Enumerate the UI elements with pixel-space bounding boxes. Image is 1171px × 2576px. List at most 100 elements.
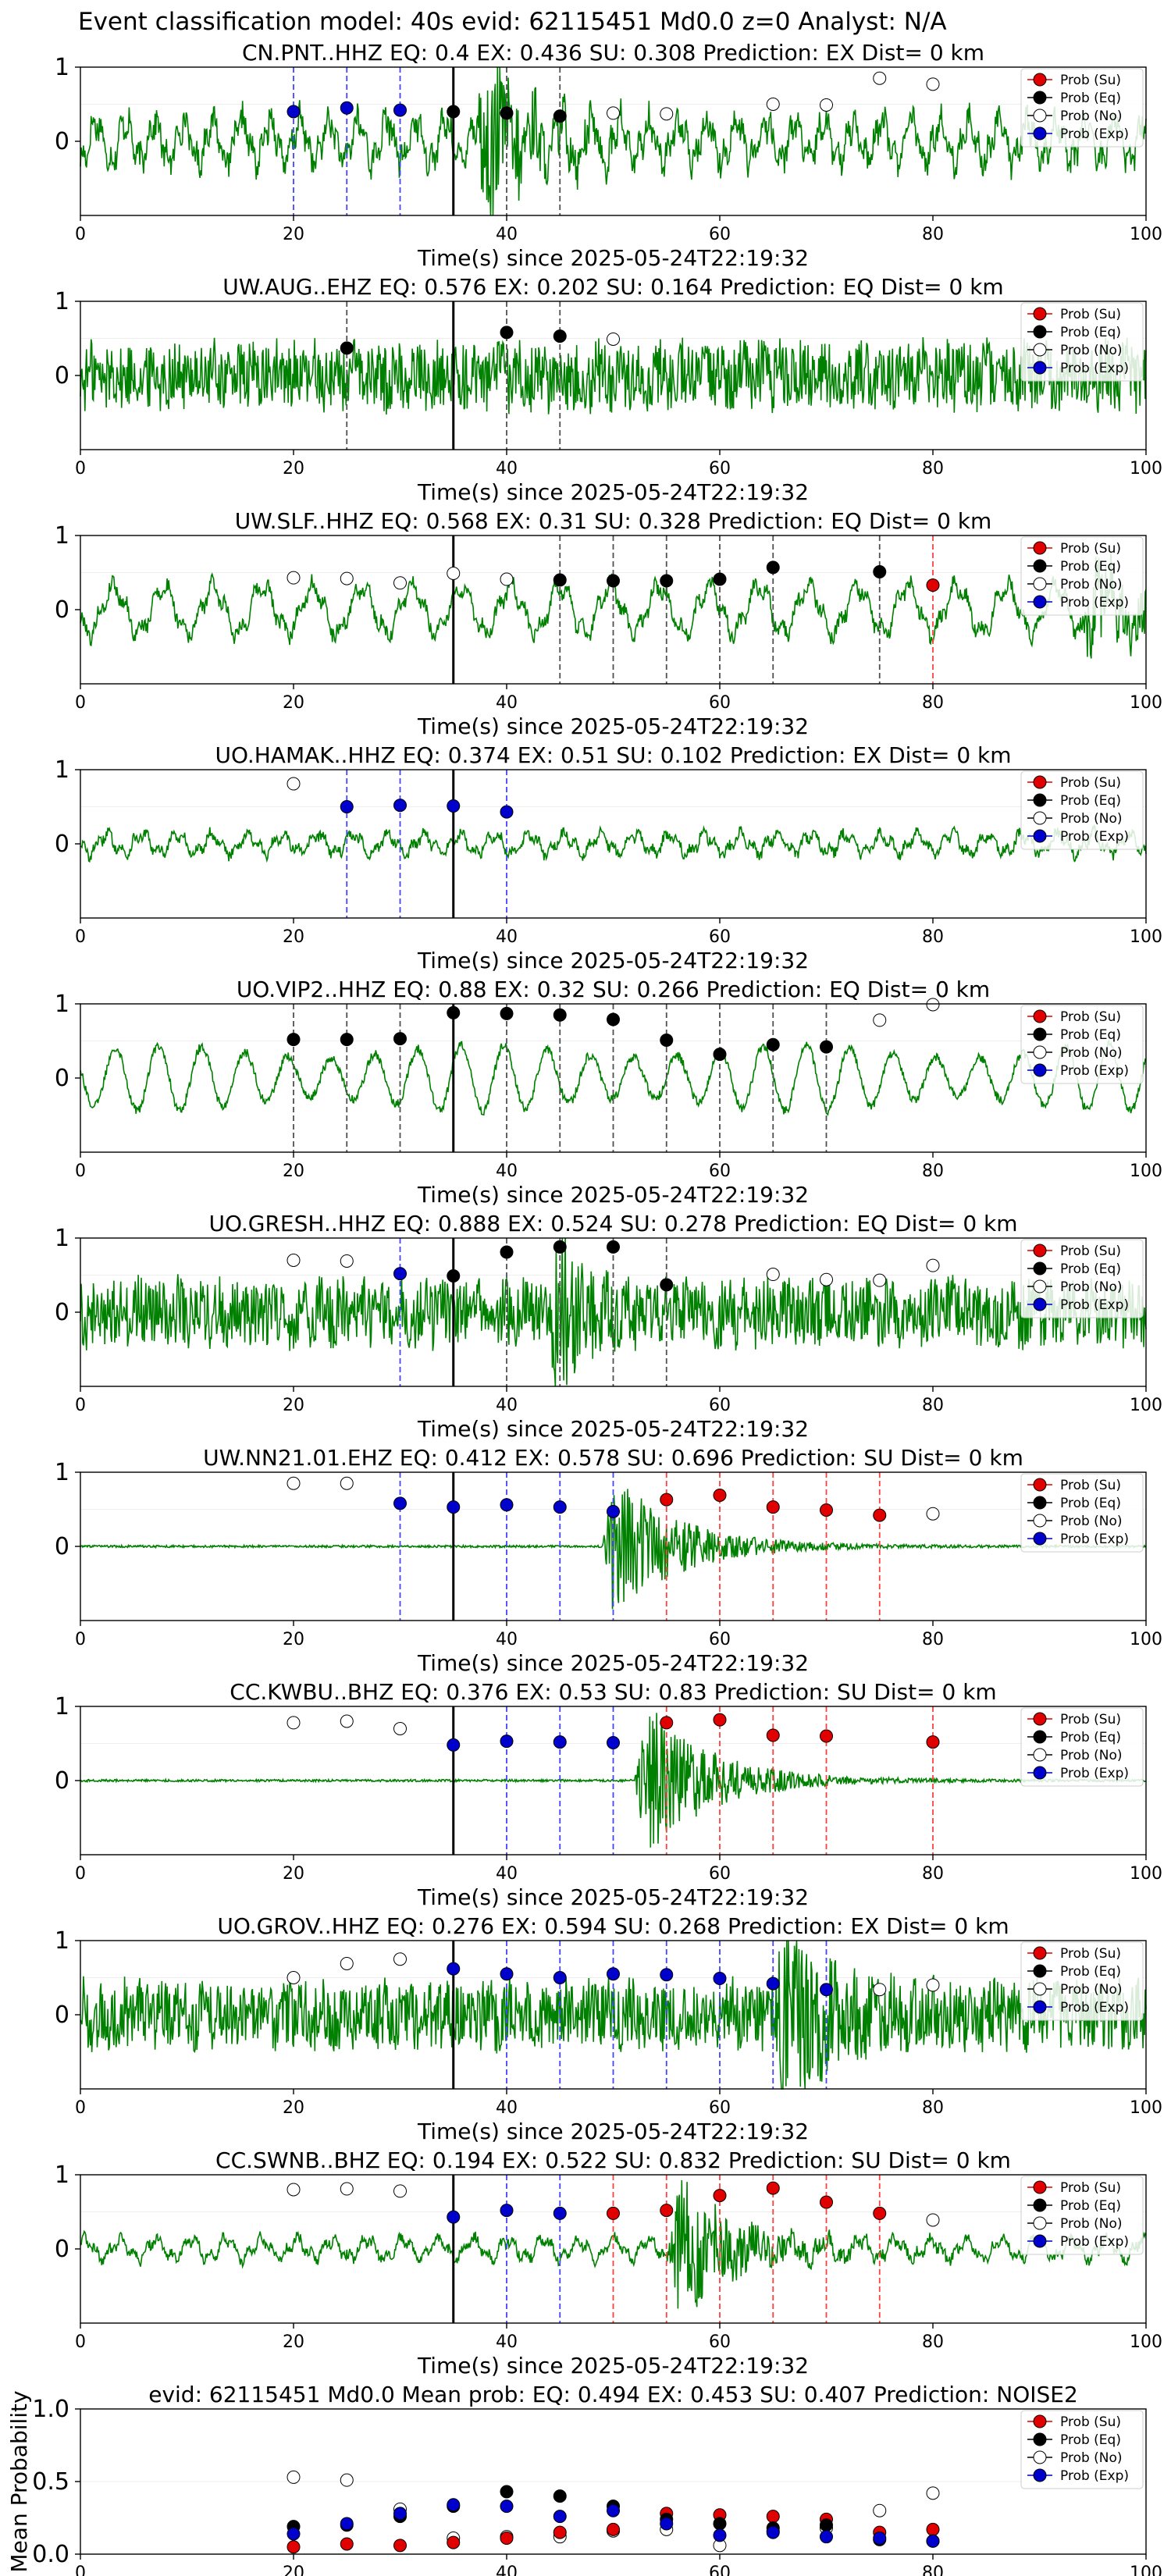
legend-label-su: Prob (Su) <box>1060 73 1121 88</box>
mean-point-exp <box>926 2534 940 2548</box>
prob-point-exp <box>607 1736 620 1750</box>
prob-point-eq <box>500 1245 514 1259</box>
legend-label-eq: Prob (Eq) <box>1060 793 1121 809</box>
legend-label-no: Prob (No) <box>1060 1982 1123 1998</box>
prob-point-su <box>820 1729 833 1743</box>
prob-point-su <box>766 2181 780 2195</box>
prob-point-no <box>340 1714 354 1728</box>
waveform-trace <box>80 66 1147 216</box>
x-tick-label: 40 <box>496 927 518 947</box>
x-axis-label: Time(s) since 2025-05-24T22:19:32 <box>417 2119 809 2144</box>
prob-point-eq <box>447 105 461 119</box>
prob-point-no <box>393 1722 407 1735</box>
x-tick-label: 40 <box>496 1396 518 1415</box>
y-axis-label: Mean Probability <box>6 2390 32 2572</box>
y-tick-label: 1 <box>55 522 69 550</box>
panel-title: CN.PNT..HHZ EQ: 0.4 EX: 0.436 SU: 0.308 … <box>242 40 984 66</box>
legend-marker-su <box>1033 1946 1047 1960</box>
legend-label-su: Prob (Su) <box>1060 1244 1121 1259</box>
mean-point-no <box>340 2473 354 2487</box>
x-tick-label: 100 <box>1130 927 1162 947</box>
y-tick-label: 0 <box>55 128 69 155</box>
prob-point-su <box>926 1735 940 1749</box>
panel-title: UW.NN21.01.EHZ EQ: 0.412 EX: 0.578 SU: 0… <box>203 1445 1023 1471</box>
prob-point-no <box>287 1971 301 1984</box>
figure-title: Event classification model: 40s evid: 62… <box>78 8 947 36</box>
mean-point-su <box>447 2535 461 2549</box>
legend-label-exp: Prob (Exp) <box>1060 1063 1129 1079</box>
y-tick-label: 0 <box>55 596 69 624</box>
legend-marker-exp <box>1033 2000 1047 2014</box>
x-tick-label: 60 <box>709 459 731 479</box>
legend-label-eq: Prob (Eq) <box>1060 2432 1121 2448</box>
panel-title: UW.AUG..EHZ EQ: 0.576 EX: 0.202 SU: 0.16… <box>222 274 1003 300</box>
x-tick-label: 80 <box>922 1864 944 1884</box>
legend-label-no: Prob (No) <box>1060 577 1123 592</box>
x-tick-label: 100 <box>1130 225 1162 244</box>
legend-marker-eq <box>1033 1261 1047 1276</box>
prob-point-eq <box>660 574 674 588</box>
prob-point-exp <box>500 805 514 819</box>
x-tick-label: 0 <box>75 693 86 713</box>
prob-point-eq <box>766 560 780 575</box>
x-tick-label: 60 <box>709 2564 731 2576</box>
prob-point-eq <box>607 1012 620 1026</box>
mean-point-exp <box>340 2517 354 2531</box>
x-tick-label: 80 <box>922 1630 944 1649</box>
prob-point-no <box>873 1013 887 1027</box>
legend-marker-exp <box>1033 1063 1047 1077</box>
legend-label-eq: Prob (Eq) <box>1060 1496 1121 1511</box>
x-tick-label: 80 <box>922 459 944 479</box>
prob-point-eq <box>447 1005 461 1019</box>
legend-label-su: Prob (Su) <box>1060 541 1121 557</box>
y-tick-label: 0 <box>55 2001 69 2029</box>
prob-point-su <box>660 1716 674 1730</box>
x-tick-label: 20 <box>283 1864 304 1884</box>
x-tick-label: 80 <box>922 1162 944 1181</box>
legend-marker-eq <box>1033 1730 1047 1744</box>
legend-box <box>1020 68 1144 148</box>
legend-marker-no <box>1033 343 1047 357</box>
x-tick-label: 0 <box>75 927 86 947</box>
mean-point-eq <box>500 2485 514 2499</box>
prob-point-eq <box>553 329 567 343</box>
y-tick-label: 0 <box>55 2236 69 2263</box>
x-tick-label: 60 <box>709 1864 731 1884</box>
y-tick-label: 1 <box>55 288 69 315</box>
mean-point-no <box>926 2486 940 2500</box>
x-tick-label: 40 <box>496 1630 518 1649</box>
legend-box <box>1020 1941 1144 2021</box>
legend-marker-exp <box>1033 595 1047 609</box>
legend-marker-exp <box>1033 1297 1047 1311</box>
legend-label-no: Prob (No) <box>1060 1045 1123 1061</box>
y-tick-label: 1 <box>55 2161 69 2189</box>
legend-label-eq: Prob (Eq) <box>1060 1027 1121 1043</box>
y-tick-label: 1 <box>55 1693 69 1720</box>
legend-marker-eq <box>1033 325 1047 339</box>
panel-title: UO.GROV..HHZ EQ: 0.276 EX: 0.594 SU: 0.2… <box>217 1913 1009 1939</box>
mean-point-exp <box>713 2528 727 2542</box>
prob-point-su <box>607 2206 620 2220</box>
prob-point-exp <box>713 1971 727 1985</box>
prob-point-no <box>926 2213 940 2227</box>
prob-point-eq <box>873 565 887 579</box>
legend-label-no: Prob (No) <box>1060 2450 1123 2466</box>
prob-point-eq <box>713 572 727 586</box>
legend-marker-exp <box>1033 361 1047 375</box>
x-tick-label: 100 <box>1130 1630 1162 1649</box>
x-tick-label: 100 <box>1130 2564 1162 2576</box>
x-tick-label: 100 <box>1130 2332 1162 2352</box>
prob-point-eq <box>500 106 514 120</box>
legend-label-exp: Prob (Exp) <box>1060 1766 1129 1781</box>
x-axis-label: Time(s) since 2025-05-24T22:19:32 <box>417 1650 809 1676</box>
legend-label-exp: Prob (Exp) <box>1060 829 1129 845</box>
waveform-trace <box>80 824 1147 863</box>
x-tick-label: 20 <box>283 693 304 713</box>
legend-box <box>1020 2176 1144 2255</box>
prob-point-su <box>820 1503 833 1517</box>
legend-marker-su <box>1033 2414 1047 2428</box>
panel-title: UO.HAMAK..HHZ EQ: 0.374 EX: 0.51 SU: 0.1… <box>215 742 1011 768</box>
legend-marker-exp <box>1033 126 1047 141</box>
legend-box <box>1020 536 1144 616</box>
legend-label-exp: Prob (Exp) <box>1060 126 1129 142</box>
